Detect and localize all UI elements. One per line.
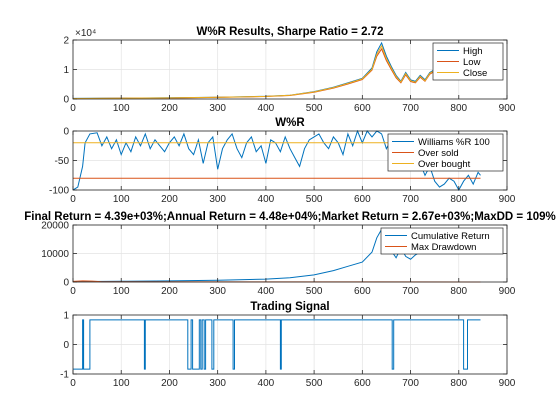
x-tick-label: 400: [258, 194, 275, 205]
y-tick-label: -50: [55, 156, 70, 167]
x-tick-label: 500: [306, 378, 323, 389]
x-tick-label: 600: [354, 103, 371, 114]
chart-panel-3: 0 100 200 300 400 500 600 700 800 900 0 10000 20000F…: [24, 211, 555, 297]
x-tick-label: 700: [402, 194, 419, 205]
y-tick-label: 0: [63, 95, 69, 106]
x-tick-label: 0: [70, 103, 76, 114]
chart-title: Final Return = 4.39e+03%;Annual Return =…: [24, 211, 555, 223]
x-tick-label: 800: [450, 103, 467, 114]
x-tick-label: 600: [354, 286, 371, 297]
x-tick-label: 300: [209, 194, 226, 205]
x-tick-label: 700: [402, 378, 419, 389]
x-tick-label: 500: [306, 103, 323, 114]
chart-title: Trading Signal: [250, 301, 329, 313]
chart-panel-1: 0 100 200 300 400 500 600 700 800 900 0 1 2 ×10⁴ W%R R…: [63, 26, 515, 114]
legend-entry: Low: [463, 57, 481, 68]
x-tick-label: 600: [354, 194, 371, 205]
legend-entry: High: [463, 46, 483, 57]
y-tick-label: 0: [63, 278, 69, 289]
x-tick-label: 0: [70, 286, 76, 297]
legend-entry: Close: [463, 68, 487, 79]
y-tick-label: 1: [63, 65, 69, 76]
y-tick-label: 10000: [41, 249, 69, 260]
x-tick-label: 100: [113, 286, 130, 297]
x-tick-label: 100: [113, 103, 130, 114]
x-tick-label: 600: [354, 378, 371, 389]
x-tick-label: 400: [258, 103, 275, 114]
legend-entry: Cumulative Return: [411, 231, 490, 242]
y-tick-label: -1: [60, 370, 69, 381]
y-tick-label: -100: [49, 186, 69, 197]
series-line-signal: [73, 319, 481, 370]
x-tick-label: 700: [402, 103, 419, 114]
x-tick-label: 300: [209, 378, 226, 389]
x-tick-label: 500: [306, 194, 323, 205]
x-tick-label: 800: [450, 286, 467, 297]
y-tick-label: 0: [63, 340, 69, 351]
x-tick-label: 500: [306, 286, 323, 297]
chart-panel-4: 0 100 200 300 400 500 600 700 800 900-101Trading …: [60, 301, 516, 389]
y-tick-label: 2: [63, 36, 69, 47]
legend-entry: Over sold: [418, 148, 459, 159]
x-tick-label: 700: [402, 286, 419, 297]
legend-entry: Over bought: [418, 159, 471, 170]
chart-panel-2: 0 100 200 300 400 500 600 700 800 900 -100 -50 0 W%R W…: [49, 117, 516, 205]
legend-entry: Williams %R 100: [418, 137, 490, 148]
legend-box: [380, 227, 504, 255]
x-tick-label: 200: [161, 194, 178, 205]
x-tick-label: 900: [499, 378, 516, 389]
x-tick-label: 300: [209, 103, 226, 114]
y-tick-label: 1: [63, 311, 69, 322]
y-exponent-label: ×10⁴: [75, 28, 96, 39]
x-tick-label: 0: [70, 378, 76, 389]
x-tick-label: 100: [113, 194, 130, 205]
chart-title: W%R: [275, 117, 305, 129]
x-tick-label: 300: [209, 286, 226, 297]
x-tick-label: 200: [161, 378, 178, 389]
legend-entry: Max Drawdown: [411, 242, 476, 253]
y-tick-label: 20000: [41, 221, 69, 232]
x-tick-label: 900: [499, 286, 516, 297]
x-tick-label: 100: [113, 378, 130, 389]
x-tick-label: 400: [258, 286, 275, 297]
x-tick-label: 200: [161, 286, 178, 297]
chart-title: W%R Results, Sharpe Ratio = 2.72: [197, 26, 384, 38]
x-tick-label: 900: [499, 194, 516, 205]
x-tick-label: 400: [258, 378, 275, 389]
x-tick-label: 0: [70, 194, 76, 205]
x-tick-label: 800: [450, 378, 467, 389]
y-tick-label: 0: [63, 127, 69, 138]
x-tick-label: 200: [161, 103, 178, 114]
x-tick-label: 900: [499, 103, 516, 114]
x-tick-label: 800: [450, 194, 467, 205]
